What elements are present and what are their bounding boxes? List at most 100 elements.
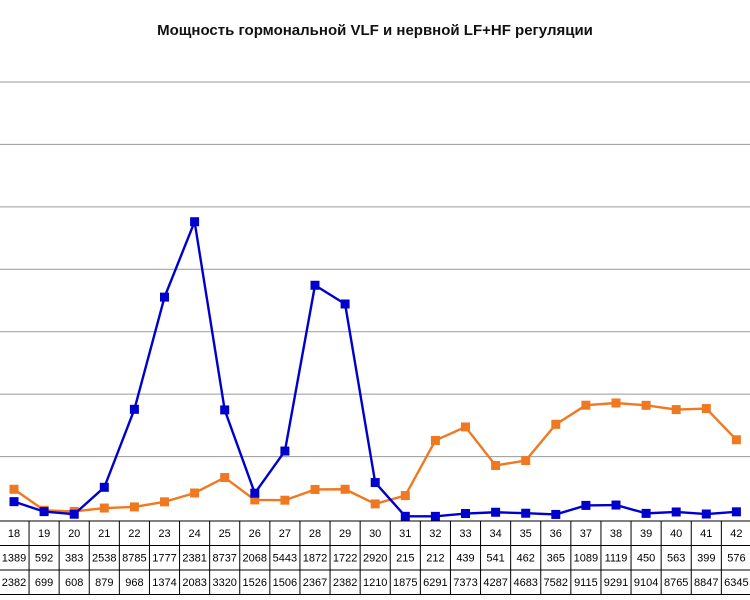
table-cell: 9104 [634, 577, 658, 589]
table-cell: 6291 [423, 577, 447, 589]
table-cell: 1374 [152, 577, 176, 589]
data-point [641, 508, 651, 518]
data-point [160, 497, 169, 507]
x-tick-label: 29 [339, 528, 351, 540]
chart-title: Мощность гормональной VLF и нервной LF+H… [157, 22, 593, 39]
table-cell: 7582 [544, 577, 568, 589]
table-cell: 399 [697, 553, 715, 565]
data-table: 18 19 20 21 22 23 24 25 26 27 28 29 30 31 32 33 34 35 36 37… [0, 520, 750, 595]
table-cell: 5443 [273, 553, 297, 565]
series-line-1 [13, 401, 738, 513]
x-tick-label: 26 [249, 528, 261, 540]
table-cell: 541 [486, 553, 504, 565]
x-tick-label: 34 [489, 528, 501, 540]
x-tick-label: 32 [429, 528, 441, 540]
data-point [461, 509, 470, 519]
data-point [280, 495, 290, 505]
table-cell: 215 [396, 553, 414, 565]
x-tick-label: 39 [640, 528, 652, 540]
table-cell: 1722 [333, 553, 357, 565]
x-tick-label: 38 [610, 528, 622, 540]
table-cell: 2920 [363, 553, 387, 565]
data-point [671, 405, 681, 415]
data-point [731, 507, 741, 517]
data-point [581, 500, 591, 510]
table-cell: 2068 [243, 553, 267, 565]
data-point [400, 491, 410, 501]
x-tick-label: 24 [188, 528, 200, 540]
table-cell: 1089 [574, 553, 598, 565]
table-cell: 2083 [182, 577, 206, 589]
table-cell: 462 [517, 553, 535, 565]
grid-lines [0, 81, 750, 458]
x-tick-label: 21 [98, 528, 110, 540]
data-point [129, 404, 139, 414]
table-cell: 1872 [303, 553, 327, 565]
table-cell: 1875 [393, 577, 417, 589]
table-cell: 1389 [2, 553, 26, 565]
table-cell: 1506 [273, 577, 297, 589]
table-cell: 450 [637, 553, 655, 565]
data-point [551, 509, 561, 519]
x-tick-label: 25 [219, 528, 231, 540]
table-cell: 1119 [605, 553, 628, 565]
x-tick-label: 27 [279, 528, 291, 540]
data-point [701, 509, 711, 519]
data-point [461, 422, 470, 432]
table-cell: 576 [727, 553, 745, 565]
table-cell: 1777 [152, 553, 176, 565]
x-tick-label: 31 [399, 528, 411, 540]
table-cell: 2367 [303, 577, 327, 589]
data-point [581, 400, 591, 410]
data-point [340, 299, 350, 309]
x-tick-label: 42 [730, 528, 742, 540]
data-point [310, 484, 320, 494]
data-point [99, 503, 109, 513]
table-cell: 4683 [513, 577, 537, 589]
data-point [611, 500, 621, 510]
data-point [641, 400, 651, 410]
table-cell: 879 [95, 577, 113, 589]
data-point [340, 484, 350, 494]
series-line-0 [13, 220, 737, 518]
x-tick-label: 36 [550, 528, 562, 540]
table-cell: 3320 [212, 577, 236, 589]
table-cell: 968 [125, 577, 143, 589]
table-cell: 1210 [363, 577, 387, 589]
table-cell: 2538 [92, 553, 116, 565]
data-point [430, 511, 440, 521]
x-tick-label: 28 [309, 528, 321, 540]
table-cell: 2381 [182, 553, 206, 565]
x-tick-label: 37 [580, 528, 592, 540]
data-point [250, 495, 260, 505]
data-point [220, 473, 230, 483]
x-tick-label: 19 [38, 528, 50, 540]
x-tick-label: 20 [68, 528, 80, 540]
x-tick-label: 30 [369, 528, 381, 540]
table-cell: 2382 [2, 577, 26, 589]
data-point [190, 488, 200, 498]
table-cell: 1526 [243, 577, 267, 589]
table-cell: 9291 [604, 577, 628, 589]
data-point [400, 511, 410, 521]
data-point [611, 398, 621, 408]
data-point [190, 217, 200, 227]
x-tick-label: 33 [459, 528, 471, 540]
data-point [9, 497, 19, 507]
table-cell: 608 [65, 577, 83, 589]
data-point [370, 478, 380, 488]
data-point [250, 488, 260, 498]
table-cell: 8765 [664, 577, 688, 589]
data-point [310, 280, 320, 290]
table-cell: 563 [667, 553, 685, 565]
data-point [99, 482, 109, 492]
x-tick-label: 23 [158, 528, 170, 540]
table-cell: 8737 [212, 553, 236, 565]
data-point [701, 404, 711, 414]
data-point [430, 435, 440, 445]
table-cell: 4287 [483, 577, 507, 589]
table-cell: 383 [65, 553, 83, 565]
data-point [160, 292, 169, 302]
x-tick-label: 35 [520, 528, 532, 540]
